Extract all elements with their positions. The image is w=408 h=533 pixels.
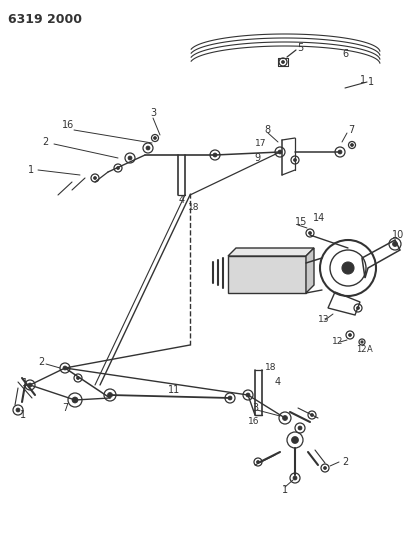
Text: 15: 15 — [295, 217, 307, 227]
Text: 3: 3 — [150, 108, 156, 118]
Polygon shape — [228, 256, 306, 293]
Circle shape — [257, 461, 259, 464]
Text: 1: 1 — [282, 485, 288, 495]
Text: 17: 17 — [255, 139, 266, 148]
Circle shape — [93, 176, 97, 180]
Circle shape — [213, 153, 217, 157]
Circle shape — [77, 376, 80, 379]
Circle shape — [293, 476, 297, 480]
Circle shape — [282, 416, 288, 421]
Circle shape — [228, 396, 232, 400]
Circle shape — [107, 392, 113, 398]
Text: 1: 1 — [368, 77, 374, 87]
Circle shape — [63, 366, 67, 370]
Circle shape — [72, 397, 78, 403]
Text: 1: 1 — [360, 75, 366, 85]
Text: 18: 18 — [265, 364, 277, 373]
Circle shape — [308, 231, 311, 235]
Circle shape — [153, 136, 157, 140]
Text: 14: 14 — [313, 213, 325, 223]
Circle shape — [246, 393, 250, 397]
Circle shape — [278, 150, 282, 154]
Circle shape — [298, 426, 302, 430]
Text: 7: 7 — [62, 403, 68, 413]
Circle shape — [350, 143, 353, 147]
Text: 11: 11 — [168, 385, 180, 395]
Text: 10: 10 — [392, 230, 404, 240]
Polygon shape — [228, 248, 314, 256]
Text: 4: 4 — [179, 195, 185, 205]
Text: A: A — [367, 345, 373, 354]
Text: 6319 2000: 6319 2000 — [8, 13, 82, 26]
Circle shape — [117, 166, 120, 169]
Circle shape — [342, 262, 354, 274]
Polygon shape — [306, 248, 314, 293]
Text: 13: 13 — [318, 316, 330, 325]
Text: 6: 6 — [342, 49, 348, 59]
Circle shape — [324, 466, 326, 470]
Text: 5: 5 — [297, 43, 303, 53]
Circle shape — [293, 158, 297, 161]
Text: 8: 8 — [264, 125, 270, 135]
Circle shape — [392, 241, 397, 246]
Text: 7: 7 — [348, 125, 354, 135]
Text: 3: 3 — [252, 403, 258, 413]
Circle shape — [291, 437, 299, 443]
Text: 2: 2 — [42, 137, 48, 147]
Circle shape — [357, 306, 359, 310]
Circle shape — [16, 408, 20, 412]
Text: 1: 1 — [28, 165, 34, 175]
Text: 4: 4 — [275, 377, 281, 387]
Text: 12: 12 — [356, 345, 366, 354]
Circle shape — [348, 334, 352, 336]
Text: 2: 2 — [38, 357, 44, 367]
Text: 16: 16 — [248, 417, 259, 426]
Circle shape — [361, 341, 363, 343]
Text: 1: 1 — [22, 378, 28, 388]
Text: 12: 12 — [332, 337, 344, 346]
Circle shape — [282, 61, 284, 63]
Circle shape — [338, 150, 342, 154]
Circle shape — [128, 156, 132, 160]
Text: 9: 9 — [254, 153, 260, 163]
Text: 18: 18 — [188, 203, 200, 212]
Text: 1: 1 — [20, 410, 26, 420]
Circle shape — [146, 146, 150, 150]
Text: 16: 16 — [62, 120, 74, 130]
Circle shape — [310, 414, 313, 416]
Circle shape — [28, 383, 32, 387]
Text: 2: 2 — [342, 457, 348, 467]
